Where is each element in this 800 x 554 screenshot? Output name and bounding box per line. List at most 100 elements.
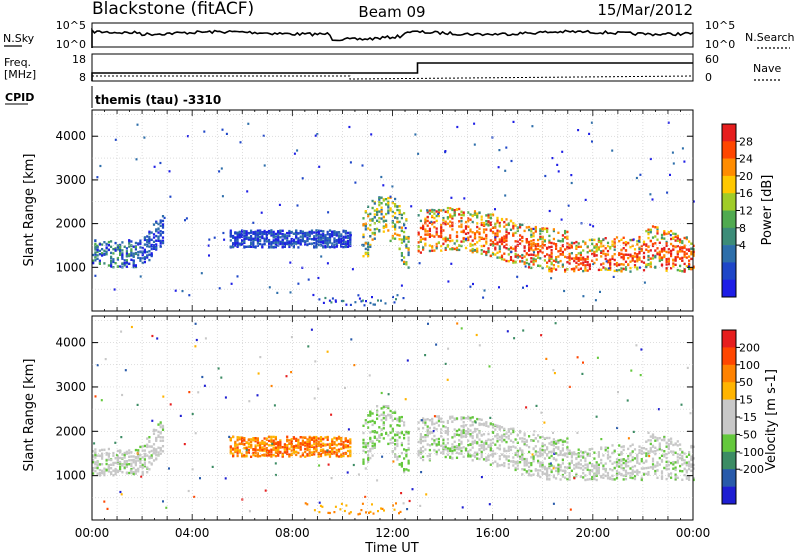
heatmap-cell (651, 225, 655, 228)
heatmap-cell (505, 436, 508, 439)
heatmap-cell (292, 238, 295, 241)
heatmap-cell (232, 245, 235, 248)
heatmap-cell (194, 322, 197, 325)
heatmap-cell (234, 450, 237, 454)
heatmap-cell (570, 453, 573, 457)
heatmap-cell (128, 253, 131, 256)
heatmap-cell (552, 431, 554, 434)
heatmap-cell (340, 443, 343, 446)
heatmap-cell (564, 466, 567, 469)
colorbar-swatch (722, 227, 736, 246)
heatmap-cell (433, 212, 436, 215)
heatmap-cell (667, 464, 670, 467)
heatmap-cell (403, 230, 406, 234)
heatmap-cell (333, 511, 336, 514)
heatmap-cell (539, 461, 542, 464)
heatmap-cell (543, 227, 546, 231)
heatmap-cell (101, 248, 104, 251)
heatmap-cell (304, 441, 307, 444)
heatmap-cell (146, 466, 149, 469)
heatmap-cell (152, 443, 156, 446)
heatmap-cell (304, 233, 307, 237)
heatmap-cell (157, 423, 160, 426)
noise-right-tick-top: 10^5 (705, 19, 735, 32)
heatmap-cell (364, 242, 367, 245)
heatmap-cell (400, 419, 403, 422)
heatmap-cell (620, 252, 623, 256)
heatmap-cell (568, 464, 571, 467)
heatmap-cell (609, 476, 612, 479)
heatmap-cell (679, 248, 682, 251)
heatmap-cell (155, 247, 158, 250)
heatmap-cell (252, 221, 255, 224)
heatmap-cell (268, 240, 271, 243)
heatmap-cell (334, 299, 337, 302)
heatmap-cell (435, 428, 438, 431)
cpid-text: themis (tau) -3310 (95, 93, 221, 107)
heatmap-cell (550, 261, 553, 264)
heatmap-cell (400, 226, 403, 229)
heatmap-cell (349, 234, 352, 237)
heatmap-cell (391, 427, 394, 431)
heatmap-cell (480, 218, 483, 221)
heatmap-cell (419, 441, 422, 445)
heatmap-cell (252, 231, 255, 234)
heatmap-cell (335, 443, 338, 447)
heatmap-cell (119, 449, 122, 453)
heatmap-cell (584, 268, 587, 272)
heatmap-cell (541, 444, 544, 448)
heatmap-cell (670, 249, 673, 253)
heatmap-cell (272, 233, 275, 236)
heatmap-cell (306, 440, 309, 444)
heatmap-cell (435, 233, 438, 236)
heatmap-cell (403, 224, 406, 227)
heatmap-cell (400, 284, 403, 287)
velocity-grid (91, 316, 694, 520)
heatmap-cell (606, 446, 610, 450)
heatmap-cell (579, 450, 582, 453)
heatmap-cell (340, 436, 343, 440)
heatmap-cell (631, 238, 634, 242)
heatmap-cell (519, 242, 522, 245)
heatmap-cell (369, 244, 372, 247)
heatmap-cell (344, 386, 346, 389)
heatmap-cell (573, 241, 576, 245)
heatmap-cell (528, 243, 531, 246)
heatmap-cell (362, 461, 365, 464)
heatmap-cell (444, 425, 447, 429)
heatmap-cell (496, 440, 499, 443)
heatmap-cell (114, 241, 117, 245)
heatmap-cell (592, 225, 595, 228)
heatmap-cell (681, 470, 684, 473)
heatmap-cell (564, 452, 567, 456)
heatmap-cell (471, 239, 474, 242)
heatmap-cell (372, 303, 375, 306)
heatmap-cell (676, 440, 679, 443)
heatmap-cell (656, 439, 659, 442)
heatmap-cell (530, 469, 533, 473)
heatmap-cell (613, 238, 616, 241)
heatmap-cell (369, 219, 372, 222)
heatmap-cell (657, 408, 660, 411)
heatmap-cell (107, 248, 110, 252)
heatmap-cell (496, 256, 499, 259)
heatmap-cell (440, 234, 443, 237)
heatmap-cell (407, 436, 410, 439)
heatmap-cell (663, 248, 666, 251)
heatmap-cell (435, 227, 438, 230)
heatmap-cell (252, 451, 255, 455)
heatmap-cell (478, 422, 481, 425)
heatmap-cell (431, 245, 434, 248)
heatmap-cell (324, 245, 327, 248)
heatmap-cell (120, 330, 123, 333)
heatmap-cell (103, 467, 106, 470)
heatmap-cell (692, 248, 695, 251)
heatmap-cell (609, 258, 612, 261)
heatmap-cell (651, 236, 655, 239)
heatmap-cell (328, 241, 332, 244)
heatmap-cell (382, 411, 385, 414)
heatmap-cell (116, 469, 119, 473)
heatmap-cell (315, 441, 318, 444)
heatmap-cell (564, 248, 567, 251)
heatmap-cell (663, 436, 666, 439)
